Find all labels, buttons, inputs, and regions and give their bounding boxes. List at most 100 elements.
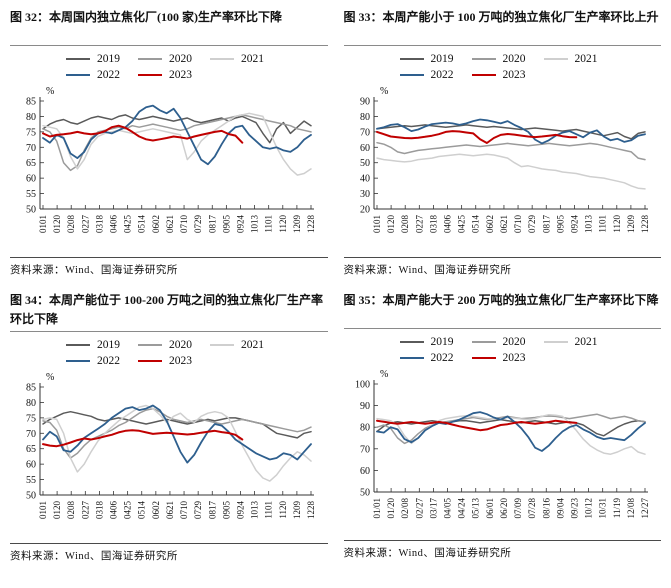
x-tick-label: 0729 [193,501,203,520]
x-tick-label: 12/27 [640,498,650,519]
legend-item-2022: 2022 [66,69,120,81]
x-axis-labels: 0101 0120 0208 0227 0318 0406 0425 0514 0602 0621… [372,215,650,234]
x-tick-label: 0621 [165,215,175,233]
y-tick-label: 75 [26,414,36,425]
legend-swatch [471,73,496,77]
legend-label: 2020 [502,53,526,65]
legend-item-2022: 2022 [399,69,454,81]
series-line-2020 [375,413,646,445]
legend-swatch [138,73,162,77]
legend-label: 2022 [97,355,120,368]
series-line-2021 [42,112,312,176]
legend-item-2023: 2023 [138,69,192,81]
figure-panel-32: 图 32：本周国内独立焦化厂(100 家)生产率环比下降 2019 2020 202… [10,8,328,277]
series-line-2022 [375,118,646,145]
x-tick-label: 0208 [66,501,76,520]
y-tick-label: 80 [360,112,370,123]
axes [373,380,648,493]
y-tick-label: 100 [355,380,370,391]
x-tick-label: 0621 [498,215,508,233]
legend-label: 2023 [502,352,526,364]
y-tick-label: 55 [26,475,36,486]
y-tick-label: 60 [360,143,370,154]
x-tick-label: 1101 [597,215,607,233]
x-tick-label: 0817 [541,215,551,234]
legend-item-2021: 2021 [543,53,598,65]
x-tick-label: 1013 [583,215,593,234]
x-tick-label: 02/08 [400,498,410,519]
x-tick-label: 1013 [250,501,260,520]
chart-legend-34: 2019 2020 2021 2022 2023 [66,339,328,371]
legend-label: 2021 [241,339,264,352]
legend-row: 2019 2020 2021 [399,336,662,348]
series-line-2019 [375,124,646,140]
x-tick-label: 01/01 [372,498,382,519]
x-tick-label: 06/01 [484,498,494,519]
legend-swatch [399,73,424,77]
chart-plot-34: 50 55 60 65 70 75 80 85% 0101 0120 0208 0227 0318 040… [10,371,328,543]
figure-panel-33: 图 33：本周产能小于 100 万吨的独立焦化厂生产率环比上升 2019 2020… [343,8,662,277]
legend-swatch [399,340,424,344]
x-axis-labels: 0101 0120 0208 0227 0318 0406 0425 0514 0602 0621… [38,501,316,520]
legend-item-2020: 2020 [138,339,192,351]
y-axis-labels: 50 55 60 65 70 75 80 85 [26,97,36,216]
x-tick-label: 08/16 [541,498,551,519]
x-tick-label: 0406 [109,215,119,234]
x-tick-label: 1228 [306,215,316,234]
legend-swatch [66,359,90,363]
x-tick-label: 0406 [442,215,452,234]
legend-swatch [138,343,162,347]
chart-legend-33: 2019 2020 2021 2022 2023 [399,53,662,85]
x-tick-label: 0227 [80,215,90,234]
x-tick-label: 12/08 [625,498,635,519]
x-tick-label: 01/20 [386,498,396,519]
y-tick-label: 70 [360,127,370,138]
x-tick-label: 0425 [123,215,133,234]
legend-label: 2019 [430,53,454,65]
legend-item-2021: 2021 [543,336,598,348]
legend-item-2022: 2022 [66,355,120,367]
legend-label: 2023 [169,69,192,81]
x-tick-label: 05/13 [470,498,480,519]
x-tick-label: 1101 [264,215,274,233]
x-tick-label: 02/27 [414,498,424,519]
y-tick-label: 65 [26,444,36,455]
figure-title-33: 图 33：本周产能小于 100 万吨的独立焦化厂生产率环比上升 [343,8,661,46]
y-tick-label: 85 [26,97,36,108]
series-line-2020 [375,141,646,161]
x-tick-label: 0905 [555,215,565,234]
legend-row: 2022 2023 [66,355,328,367]
legend-swatch [66,343,90,347]
x-tick-label: 0710 [179,215,189,234]
x-tick-label: 0425 [123,501,133,520]
x-tick-label: 03/17 [428,498,438,519]
legend-swatch [471,57,496,61]
x-tick-label: 0905 [221,215,231,234]
x-tick-label: 0602 [484,215,494,233]
y-axis-labels: 50 55 60 65 70 75 80 85 [26,383,36,502]
x-tick-label: 09/23 [569,498,579,519]
series-line-2022 [42,404,312,464]
y-tick-label: 55 [26,189,36,200]
series-line-2021 [42,404,312,483]
axes [39,97,314,210]
series-line-2019 [42,114,312,144]
y-axis-unit: % [380,86,388,97]
x-tick-label: 0924 [235,215,245,234]
x-tick-label: 1120 [611,215,621,233]
x-tick-label: 04/05 [442,498,452,519]
x-tick-label: 0208 [66,215,76,234]
series-line-2023 [42,124,244,144]
legend-label: 2019 [430,336,454,348]
legend-swatch [471,356,496,360]
x-tick-label: 0602 [151,501,161,519]
legend-row: 2022 2023 [399,69,662,81]
x-tick-label: 0729 [193,215,203,234]
x-tick-label: 1101 [264,501,274,519]
y-tick-label: 90 [360,97,370,108]
legend-label: 2020 [502,336,526,348]
x-tick-label: 0710 [179,501,189,520]
source-note-33: 资料来源：Wind、国海证券研究所 [343,257,661,277]
legend-label: 2023 [169,355,192,368]
legend-swatch [66,57,90,61]
